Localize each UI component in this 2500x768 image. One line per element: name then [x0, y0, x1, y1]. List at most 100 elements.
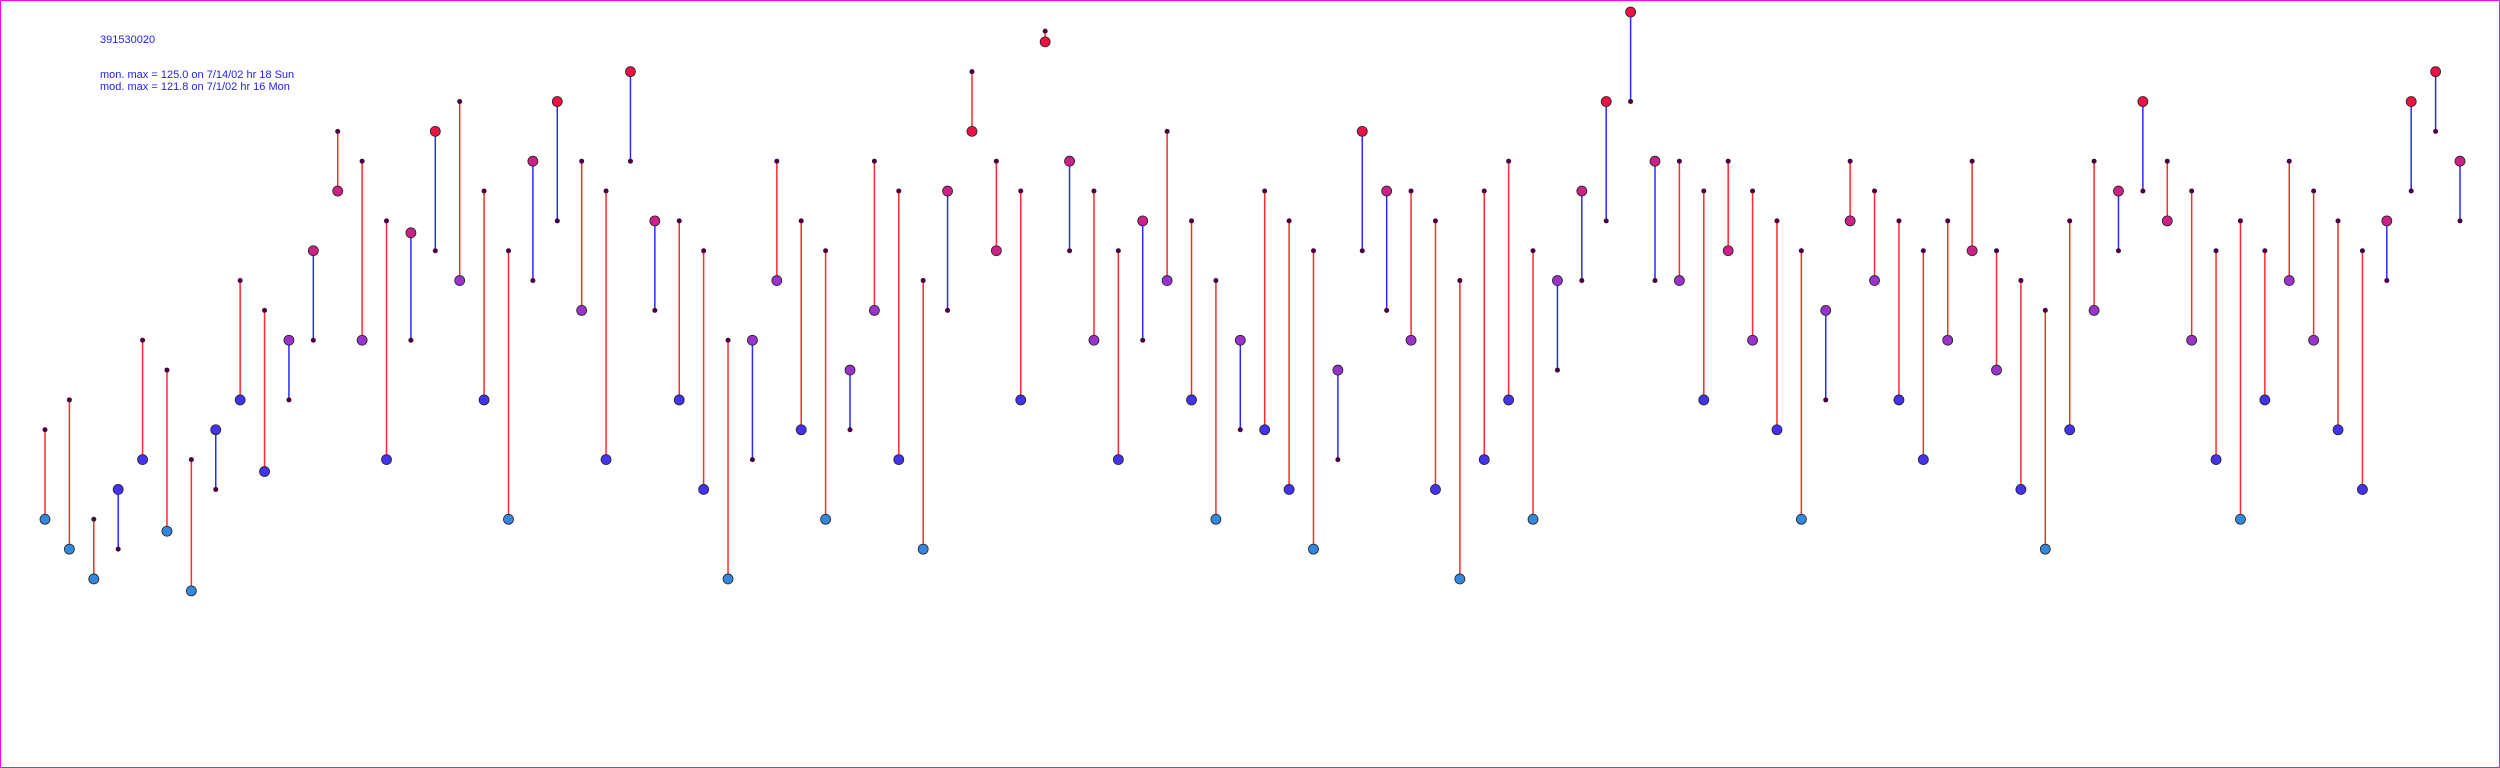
monitor-point: [1161, 275, 1173, 286]
model-point: [1554, 367, 1560, 373]
model-point: [1750, 188, 1756, 194]
model-point: [2237, 218, 2243, 224]
model-point: [1676, 158, 1682, 164]
monitor-point: [1430, 484, 1441, 495]
model-point: [262, 307, 268, 313]
monitor-point: [1552, 275, 1563, 286]
monitor-point: [503, 513, 514, 525]
monitor-point: [1722, 245, 1734, 257]
model-point: [1481, 188, 1487, 194]
monitor-point: [1405, 334, 1417, 346]
monitor-point: [2161, 215, 2173, 227]
monitor-point: [1283, 484, 1295, 495]
model-point: [1457, 278, 1463, 284]
model-point: [896, 188, 902, 194]
monitor-point: [1503, 394, 1515, 406]
monitor-point: [1454, 573, 1466, 585]
monitor-point: [478, 394, 490, 406]
station-id: 391530020: [100, 34, 155, 46]
monitor-point: [332, 185, 344, 197]
monitor-point: [1625, 6, 1637, 18]
monitor-point: [1649, 155, 1661, 167]
monitor-point: [1478, 454, 1490, 466]
model-point: [1091, 188, 1097, 194]
model-point: [1359, 248, 1365, 254]
monitor-point: [2430, 66, 2442, 78]
model-point: [871, 158, 877, 164]
monitor-point: [307, 245, 319, 257]
model-point: [603, 188, 609, 194]
model-point: [676, 218, 682, 224]
monitor-point: [1356, 125, 1368, 137]
monitor-point: [1795, 513, 1807, 525]
monitor-point: [649, 215, 661, 227]
model-point: [1652, 278, 1658, 284]
monitor-point: [1332, 364, 1344, 376]
monitor-point: [1308, 543, 1319, 555]
model-point: [652, 307, 658, 313]
monitor-max: mon. max = 125.0 on 7/14/02 hr 18 Sun: [100, 69, 294, 81]
monitor-point: [1747, 334, 1758, 346]
model-max: mod. max = 121.8 on 7/1/02 hr 16 Mon: [100, 81, 290, 93]
monitor-point: [1942, 334, 1954, 346]
monitor-point: [747, 334, 758, 346]
model-point: [2359, 248, 2365, 254]
model-point: [310, 337, 316, 343]
model-point: [1018, 188, 1024, 194]
model-point: [1994, 248, 2000, 254]
monitor-point: [942, 185, 953, 197]
model-point: [42, 427, 48, 433]
monitor-point: [88, 573, 100, 585]
model-point: [481, 188, 487, 194]
model-point: [2164, 158, 2170, 164]
monitor-point: [722, 573, 734, 585]
monitor-point: [2259, 394, 2271, 406]
monitor-point: [698, 484, 710, 495]
monitor-point: [844, 364, 856, 376]
model-point: [1164, 128, 1170, 134]
monitor-point: [112, 484, 124, 495]
model-point: [945, 307, 951, 313]
monitor-point: [2381, 215, 2393, 227]
model-point: [1432, 218, 1438, 224]
monitor-point: [820, 513, 832, 525]
model-point: [1896, 218, 1902, 224]
model-point: [920, 278, 926, 284]
model-point: [2018, 278, 2024, 284]
model-point: [579, 158, 585, 164]
monitor-point: [2186, 334, 2198, 346]
model-point: [1408, 188, 1414, 194]
model-point: [66, 397, 72, 403]
monitor-point: [2137, 96, 2149, 107]
model-point: [1286, 218, 1292, 224]
monitor-point: [1112, 454, 1124, 466]
model-point: [2091, 158, 2097, 164]
monitor-point: [673, 394, 685, 406]
model-point: [1823, 397, 1829, 403]
model-point: [91, 516, 97, 522]
model-point: [1847, 158, 1853, 164]
model-point: [505, 248, 511, 254]
model-point: [1189, 218, 1195, 224]
monitor-point: [2357, 484, 2368, 495]
model-point: [1872, 188, 1878, 194]
monitor-point: [1234, 334, 1246, 346]
monitor-point: [1917, 454, 1929, 466]
model-point: [1920, 248, 1926, 254]
monitor-point: [917, 543, 929, 555]
monitor-point: [161, 525, 173, 537]
monitor-point: [39, 513, 51, 525]
model-point: [1140, 337, 1146, 343]
model-point: [1603, 218, 1609, 224]
monitor-point: [2308, 334, 2320, 346]
monitor-point: [1600, 96, 1612, 107]
monitor-point: [2113, 185, 2124, 197]
model-point: [2433, 128, 2439, 134]
monitor-point: [2064, 424, 2076, 436]
model-point: [554, 218, 560, 224]
model-point: [1774, 218, 1780, 224]
monitor-point: [1991, 364, 2002, 376]
model-point: [627, 158, 633, 164]
model-point: [1725, 158, 1731, 164]
